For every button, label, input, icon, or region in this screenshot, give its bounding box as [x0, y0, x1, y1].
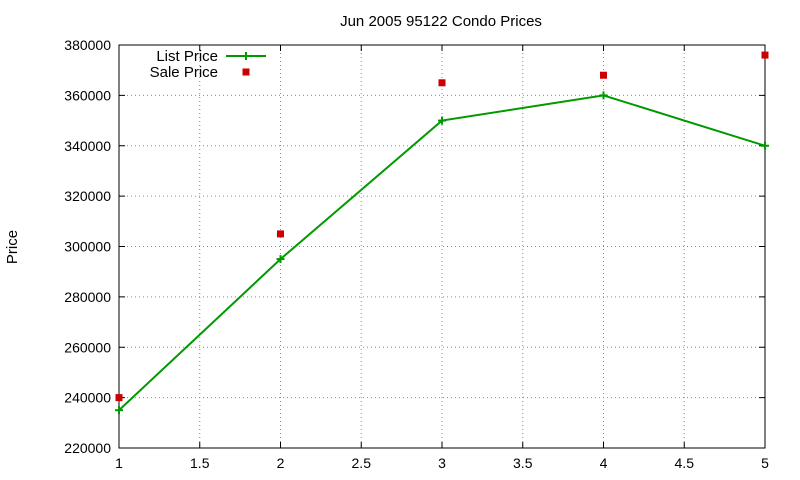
y-tick-label: 340000 [64, 138, 111, 154]
x-tick-label: 3 [438, 455, 446, 471]
x-tick-label: 2.5 [352, 455, 372, 471]
grid-lines [119, 45, 765, 448]
x-tick-label: 4 [600, 455, 608, 471]
legend-marker-list-price [242, 52, 250, 60]
y-tick-label: 220000 [64, 440, 111, 456]
y-axis-label: Price [4, 230, 21, 264]
y-tick-label: 360000 [64, 87, 111, 103]
sale-price-point [115, 394, 123, 402]
list-price-point [599, 91, 608, 100]
legend-marker-sale-price [242, 68, 250, 76]
axis-ticks: 1 1.5 2 2.5 3 3.5 4 4.5 5 220000 240000 260000 28000… [64, 37, 769, 471]
y-tick-label: 300000 [64, 239, 111, 255]
x-tick-label: 5 [761, 455, 769, 471]
sale-price-point [600, 71, 607, 79]
list-price-line [118, 94, 766, 411]
x-tick-label: 1 [115, 455, 123, 471]
chart-title: Jun 2005 95122 Condo Prices [340, 13, 542, 30]
y-tick-label: 240000 [64, 390, 111, 406]
list-price-point [276, 255, 285, 264]
data-series [115, 51, 769, 415]
x-tick-label: 3.5 [513, 455, 533, 471]
legend-label-sale-price: Sale Price [150, 64, 218, 81]
y-tick-label: 380000 [64, 37, 111, 53]
sale-price-point [761, 51, 769, 59]
y-tick-label: 320000 [64, 188, 111, 204]
list-price-point [761, 141, 769, 150]
sale-price-point [277, 230, 284, 238]
sale-price-point [438, 79, 446, 87]
x-tick-label: 2 [277, 455, 285, 471]
y-tick-label: 280000 [64, 289, 111, 305]
x-tick-label: 1.5 [190, 455, 210, 471]
list-price-point [115, 406, 123, 415]
y-tick-label: 260000 [64, 339, 111, 355]
legend-label-list-price: List Price [156, 48, 218, 65]
x-tick-label: 4.5 [675, 455, 695, 471]
list-price-point [438, 116, 446, 125]
